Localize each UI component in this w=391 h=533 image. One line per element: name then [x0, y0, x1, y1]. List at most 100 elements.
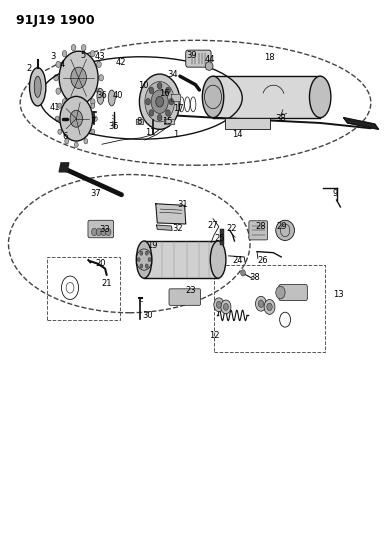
Text: 27: 27 [208, 221, 218, 230]
Text: 29: 29 [277, 222, 287, 231]
Text: 22: 22 [226, 224, 237, 233]
Text: 7: 7 [91, 117, 96, 126]
Circle shape [58, 129, 62, 134]
Circle shape [93, 116, 97, 122]
Text: 12: 12 [209, 331, 219, 340]
Circle shape [169, 99, 174, 105]
Circle shape [149, 110, 154, 116]
Text: 37: 37 [91, 189, 102, 198]
Circle shape [157, 115, 162, 121]
Circle shape [56, 61, 61, 68]
Text: 39: 39 [186, 51, 197, 60]
Text: 41: 41 [50, 102, 61, 111]
Text: 15: 15 [162, 117, 173, 126]
Circle shape [97, 88, 101, 94]
Circle shape [90, 51, 95, 57]
Circle shape [90, 99, 95, 105]
Circle shape [74, 90, 78, 95]
Text: 35: 35 [108, 122, 119, 131]
Circle shape [148, 257, 151, 262]
Circle shape [140, 264, 143, 268]
Text: 19: 19 [147, 241, 157, 250]
Text: 14: 14 [232, 130, 243, 139]
FancyBboxPatch shape [249, 221, 267, 240]
Circle shape [74, 142, 78, 148]
Circle shape [81, 45, 86, 51]
Circle shape [56, 88, 61, 94]
Circle shape [55, 116, 59, 122]
Circle shape [216, 301, 221, 308]
Ellipse shape [202, 76, 224, 118]
Text: 32: 32 [173, 224, 183, 233]
Text: 13: 13 [334, 289, 344, 298]
Text: 24: 24 [232, 256, 243, 264]
Polygon shape [170, 94, 180, 101]
Circle shape [70, 110, 83, 127]
FancyBboxPatch shape [88, 220, 114, 238]
Circle shape [106, 228, 111, 236]
Circle shape [91, 129, 95, 134]
Circle shape [214, 298, 224, 312]
Text: 23: 23 [185, 286, 196, 295]
Circle shape [258, 300, 264, 308]
FancyBboxPatch shape [225, 118, 269, 130]
FancyBboxPatch shape [186, 50, 211, 67]
Circle shape [97, 61, 101, 68]
Circle shape [145, 99, 150, 105]
Circle shape [84, 139, 88, 144]
Ellipse shape [210, 241, 226, 278]
Circle shape [71, 67, 86, 88]
Bar [220, 229, 224, 245]
Text: 40: 40 [113, 91, 124, 100]
Circle shape [59, 51, 98, 104]
Text: 5: 5 [80, 51, 85, 60]
Text: 9: 9 [332, 189, 337, 198]
Text: 3: 3 [50, 52, 56, 61]
Circle shape [223, 303, 228, 310]
Text: 28: 28 [256, 222, 266, 231]
Text: 36: 36 [96, 91, 107, 100]
Circle shape [151, 90, 168, 114]
Circle shape [221, 300, 231, 314]
Text: 34: 34 [168, 70, 178, 79]
Text: 30: 30 [143, 311, 153, 320]
Text: 44: 44 [204, 55, 215, 63]
FancyBboxPatch shape [169, 289, 201, 305]
Circle shape [62, 51, 67, 57]
Text: 1: 1 [173, 130, 179, 139]
Circle shape [145, 82, 174, 122]
Text: 11: 11 [145, 128, 155, 137]
Circle shape [84, 93, 88, 99]
Circle shape [156, 96, 163, 107]
Circle shape [91, 103, 95, 108]
Circle shape [255, 296, 266, 311]
Ellipse shape [309, 76, 331, 118]
Ellipse shape [276, 220, 294, 240]
Circle shape [264, 300, 275, 314]
Circle shape [62, 99, 67, 105]
Text: 8: 8 [136, 117, 142, 126]
Text: 38: 38 [249, 273, 260, 281]
Circle shape [71, 45, 76, 51]
Circle shape [145, 264, 148, 268]
Circle shape [96, 228, 102, 236]
Circle shape [60, 96, 93, 141]
Circle shape [71, 104, 76, 111]
Text: 38: 38 [275, 114, 286, 123]
Text: 25: 25 [214, 234, 225, 243]
Text: 10: 10 [138, 81, 149, 90]
Circle shape [91, 228, 97, 236]
FancyBboxPatch shape [279, 285, 307, 301]
Circle shape [58, 103, 62, 108]
Ellipse shape [108, 90, 115, 106]
Text: 20: 20 [95, 260, 106, 268]
Text: 18: 18 [264, 53, 275, 62]
Circle shape [137, 257, 140, 262]
Circle shape [145, 251, 148, 255]
Circle shape [149, 87, 154, 94]
Ellipse shape [30, 68, 46, 106]
Circle shape [276, 286, 285, 299]
Circle shape [140, 251, 143, 255]
Text: 21: 21 [101, 279, 112, 288]
Text: 16: 16 [159, 88, 170, 98]
